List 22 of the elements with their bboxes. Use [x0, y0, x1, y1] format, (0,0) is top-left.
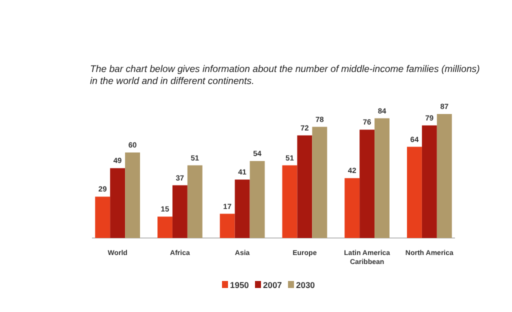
legend-label: 1950 — [230, 280, 250, 290]
chart-title: The bar chart below gives information about the number of middle-income families (millions) in the world and in different continents. — [90, 64, 480, 87]
bar — [157, 216, 172, 238]
bar — [406, 146, 422, 238]
bar — [422, 125, 437, 238]
bar — [187, 165, 202, 238]
bar — [297, 135, 312, 238]
bar — [312, 126, 328, 238]
bar — [374, 118, 390, 238]
bar — [95, 196, 110, 238]
bar — [125, 152, 140, 238]
bar — [234, 180, 250, 238]
bar — [360, 130, 375, 238]
bar — [250, 161, 265, 238]
legend-label: 2007 — [263, 280, 282, 290]
bar — [110, 168, 126, 238]
bar — [282, 165, 298, 238]
bar — [436, 114, 452, 238]
bar — [220, 214, 235, 238]
bar — [344, 178, 360, 238]
bar — [172, 185, 188, 238]
legend-label: 2030 — [296, 280, 316, 290]
